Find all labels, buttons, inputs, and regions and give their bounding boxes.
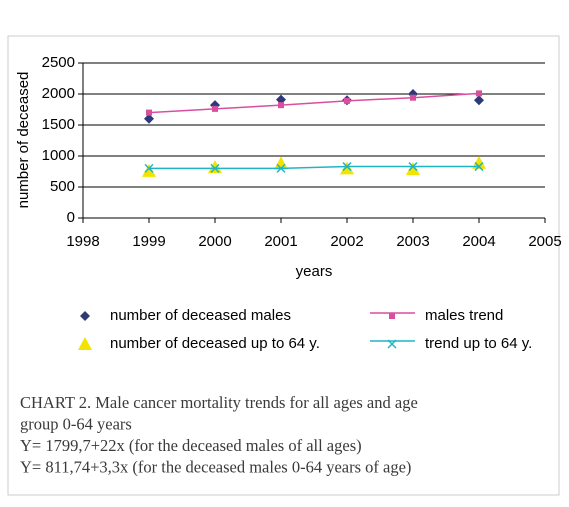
legend-label: number of deceased males [110, 307, 291, 324]
x-tick-label: 2005 [528, 233, 561, 250]
y-tick-label: 0 [67, 209, 75, 226]
x-tick-label: 1998 [66, 233, 99, 250]
caption-line: CHART 2. Male cancer mortality trends fo… [20, 393, 418, 412]
y-axis-label: number of deceased [15, 72, 32, 209]
data-point [276, 163, 286, 173]
y-tick-label: 2500 [42, 54, 75, 71]
legend-marker [80, 311, 90, 321]
data-point [144, 163, 154, 173]
x-axis-label: years [296, 263, 333, 280]
data-point [278, 102, 284, 109]
x-tick-label: 2004 [462, 233, 495, 250]
data-point [340, 161, 354, 175]
data-point [476, 90, 482, 97]
data-point [344, 97, 350, 104]
data-point [146, 109, 152, 116]
legend-marker [387, 339, 397, 349]
trend-line [149, 165, 479, 170]
data-point [144, 113, 154, 124]
data-point [210, 163, 220, 173]
x-tick-label: 2002 [330, 233, 363, 250]
y-tick-label: 2000 [42, 85, 75, 102]
data-point [410, 94, 416, 101]
x-tick-label: 2000 [198, 233, 231, 250]
data-point [408, 162, 418, 172]
trend-line [148, 92, 480, 114]
legend-label: trend up to 64 y. [425, 335, 532, 352]
frame [7, 35, 560, 496]
data-point [212, 105, 218, 112]
data-point [142, 163, 156, 177]
caption-line: group 0-64 years [20, 414, 132, 433]
data-point [274, 156, 288, 170]
caption-line: Y= 811,74+3,3x (for the deceased males 0… [20, 457, 411, 476]
y-tick-label: 500 [50, 178, 75, 195]
legend-marker [78, 337, 92, 350]
data-point [276, 94, 286, 105]
legend-label: number of deceased up to 64 y. [110, 335, 320, 352]
legend-marker [389, 313, 395, 319]
data-point [406, 162, 420, 176]
data-point [208, 160, 222, 174]
data-point [474, 162, 484, 172]
data-point [342, 162, 352, 172]
data-point [472, 155, 486, 169]
x-tick-label: 2003 [396, 233, 429, 250]
y-tick-label: 1500 [42, 116, 75, 133]
legend-label: males trend [425, 307, 503, 324]
data-point [474, 95, 484, 106]
x-tick-label: 2001 [264, 233, 297, 250]
x-tick-label: 1999 [132, 233, 165, 250]
caption-line: Y= 1799,7+22x (for the deceased males of… [20, 436, 362, 455]
y-tick-label: 1000 [42, 147, 75, 164]
